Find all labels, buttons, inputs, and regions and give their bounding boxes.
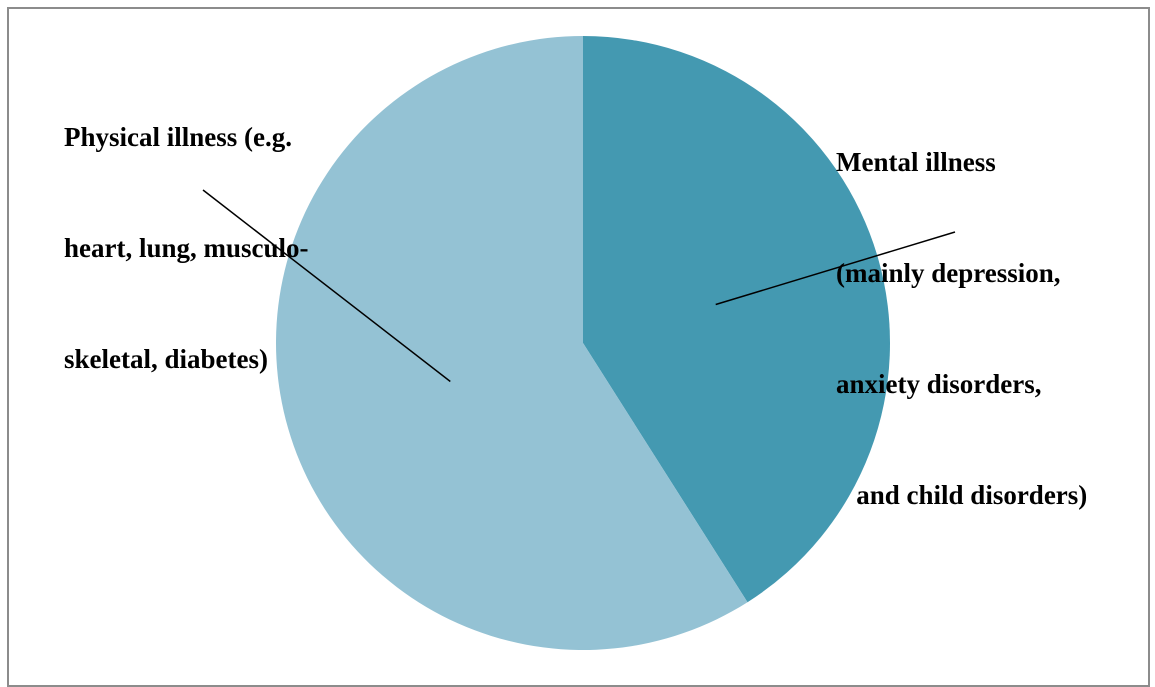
pie-slice-physical-illness [276,36,748,651]
leader-line-physical-illness [202,189,451,383]
slice-label-physical-illness: Physical illness (e.g. heart, lung, musc… [64,45,309,415]
label-line: (mainly depression, [836,258,1061,288]
leader-line-mental-illness [715,231,956,306]
label-line: and child disorders) [836,480,1088,510]
slice-label-mental-illness: Mental illness (mainly depression, anxie… [836,70,1087,551]
label-line: Mental illness [836,147,996,177]
label-line: heart, lung, musculo- [64,233,309,263]
label-line: skeletal, diabetes) [64,344,268,374]
label-line: anxiety disorders, [836,369,1042,399]
label-line: Physical illness (e.g. [64,122,292,152]
pie-slice-mental-illness [583,36,891,603]
